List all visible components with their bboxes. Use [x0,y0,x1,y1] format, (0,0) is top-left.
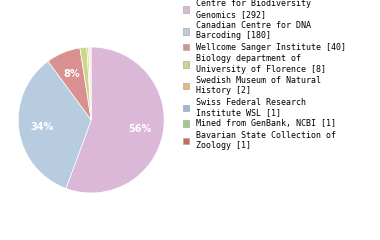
Wedge shape [48,48,91,120]
Wedge shape [89,47,91,120]
Wedge shape [80,47,91,120]
Text: 8%: 8% [64,69,81,79]
Legend: Centre for Biodiversity
Genomics [292], Canadian Centre for DNA
Barcoding [180],: Centre for Biodiversity Genomics [292], … [183,0,346,150]
Wedge shape [87,47,91,120]
Wedge shape [66,47,164,193]
Wedge shape [90,47,91,120]
Wedge shape [18,61,91,188]
Text: 34%: 34% [30,122,54,132]
Text: 56%: 56% [128,124,152,134]
Wedge shape [89,47,91,120]
